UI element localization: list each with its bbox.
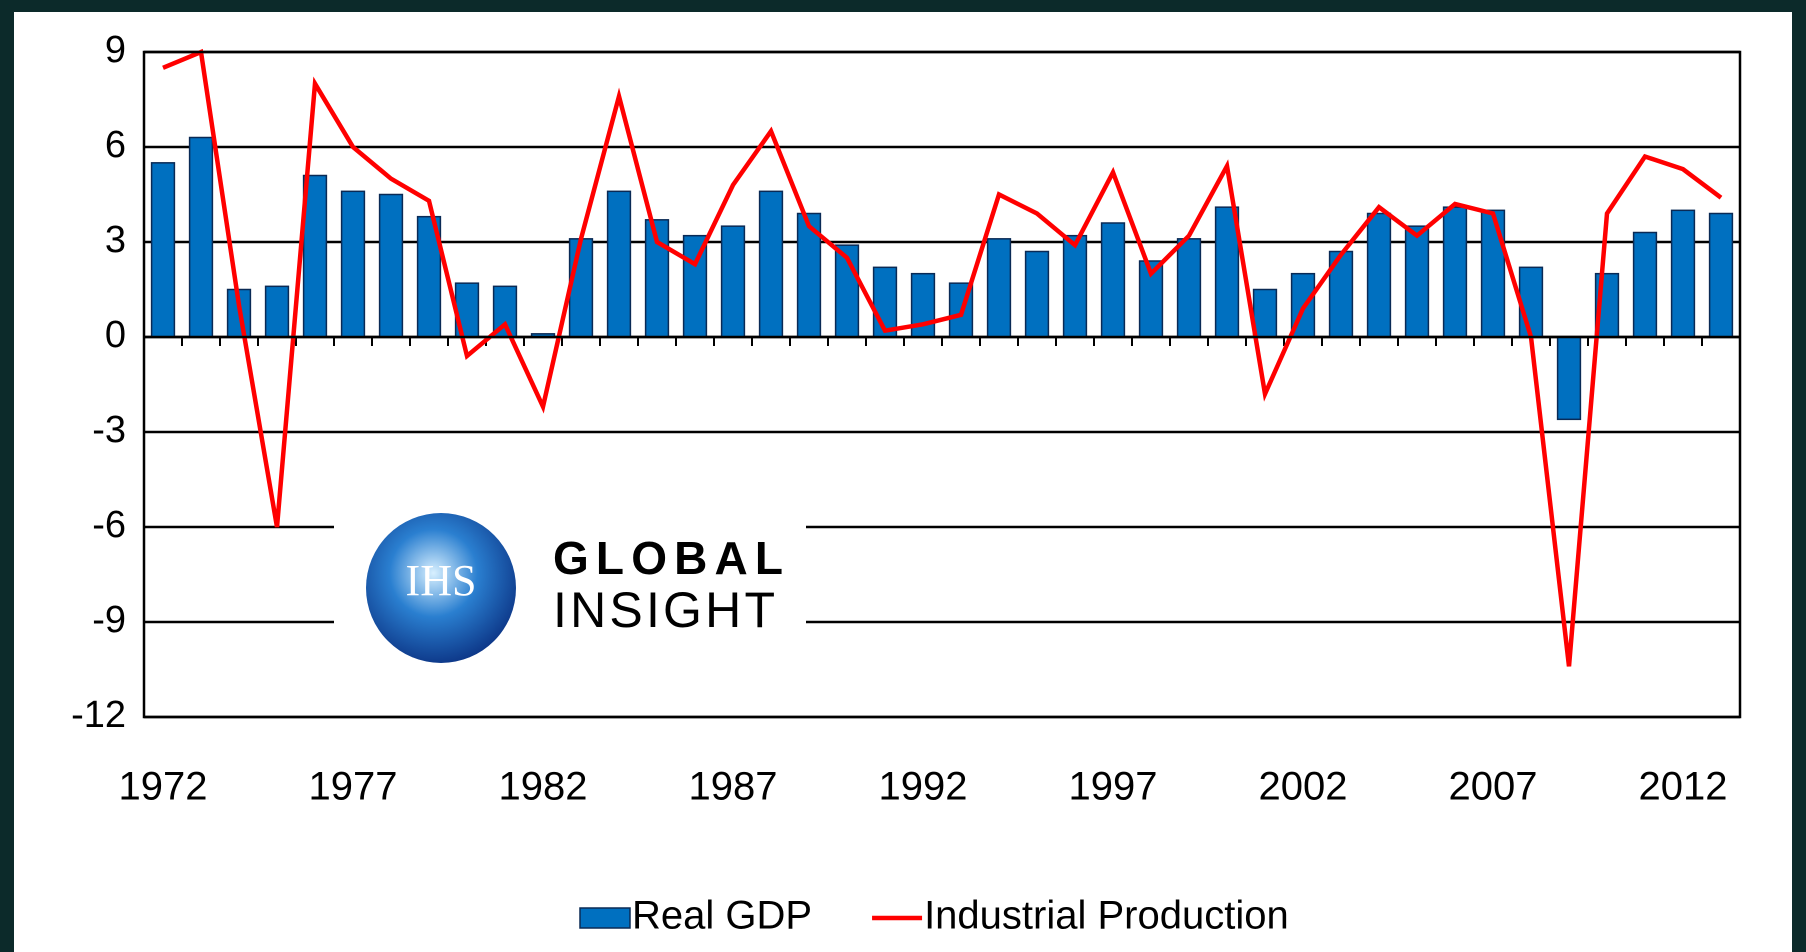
y-tick-label: 6	[105, 124, 126, 166]
x-tick-label: 1982	[499, 765, 588, 809]
chart-background	[14, 12, 1792, 952]
bar	[188, 136, 214, 338]
x-tick-label: 1992	[879, 765, 968, 809]
y-tick-label: -12	[71, 694, 126, 736]
y-tick-label: 9	[105, 29, 126, 71]
logo-sphere	[366, 513, 516, 663]
bar	[1366, 212, 1392, 338]
bar	[264, 285, 290, 338]
bar	[1442, 206, 1468, 338]
bar	[606, 190, 632, 338]
legend-label: Industrial Production	[924, 894, 1289, 938]
bar	[568, 238, 594, 338]
bar	[758, 190, 784, 338]
bar	[378, 193, 404, 338]
logo-line2: INSIGHT	[553, 582, 775, 638]
y-tick-label: 3	[105, 219, 126, 261]
bar	[720, 225, 746, 338]
bar	[1062, 234, 1088, 338]
bar	[1252, 288, 1278, 338]
bar	[1480, 209, 1506, 338]
y-tick-label: -9	[92, 599, 126, 641]
legend-swatch	[579, 907, 631, 929]
x-tick-label: 2002	[1259, 765, 1348, 809]
x-tick-label: 1977	[309, 765, 398, 809]
y-tick-label: -3	[92, 409, 126, 451]
x-tick-label: 1972	[119, 765, 208, 809]
bar	[1670, 209, 1696, 338]
bar	[340, 190, 366, 338]
bar	[150, 162, 176, 338]
bar	[1100, 222, 1126, 338]
x-tick-label: 1987	[689, 765, 778, 809]
bar	[1024, 250, 1050, 338]
bar	[1632, 231, 1658, 338]
line	[162, 48, 1723, 667]
bar	[1556, 336, 1582, 421]
y-tick-label: -6	[92, 504, 126, 546]
bar	[1404, 225, 1430, 338]
bar	[1708, 212, 1734, 338]
y-tick-label: 0	[105, 314, 126, 356]
bar	[1176, 238, 1202, 338]
legend-label: Real GDP	[632, 894, 812, 938]
x-tick-label: 2007	[1449, 765, 1538, 809]
x-tick-label: 1997	[1069, 765, 1158, 809]
plot-border	[142, 50, 1742, 719]
logo-badge: IHS	[406, 556, 477, 605]
bar	[986, 238, 1012, 338]
bar	[1518, 266, 1544, 338]
x-tick-label: 2012	[1639, 765, 1728, 809]
